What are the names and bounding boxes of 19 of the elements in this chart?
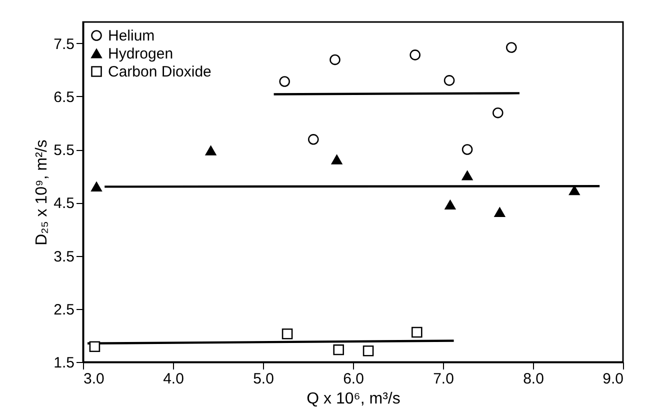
y-tick-label: 4.5 [54, 195, 74, 212]
x-tick-label: 4.0 [163, 370, 184, 388]
x-tick-label: 6.0 [343, 370, 364, 388]
y-tick-label: 6.5 [54, 88, 74, 106]
legend-label: Hydrogen [108, 46, 174, 62]
y-tick-label: 5.5 [54, 142, 74, 159]
y-tick-label: 2.5 [54, 301, 74, 318]
x-tick-label: 7.0 [433, 370, 454, 388]
x-tick-label: 5.0 [253, 370, 274, 388]
y-axis-title: D₂₅ x 10⁹, m²/s [34, 140, 51, 246]
x-tick-label: 3.0 [84, 370, 104, 388]
x-axis-title: Q x 10⁶, m³/s [306, 390, 400, 408]
y-tick-label: 1.5 [54, 354, 74, 372]
legend-label: Helium [108, 28, 155, 44]
y-tick-label: 7.5 [54, 36, 74, 53]
y-tick-label: 3.5 [54, 248, 74, 266]
legend-label: Carbon Dioxide [108, 64, 212, 80]
x-tick-label: 8.0 [523, 370, 544, 388]
x-tick-label: 9.0 [602, 370, 624, 388]
